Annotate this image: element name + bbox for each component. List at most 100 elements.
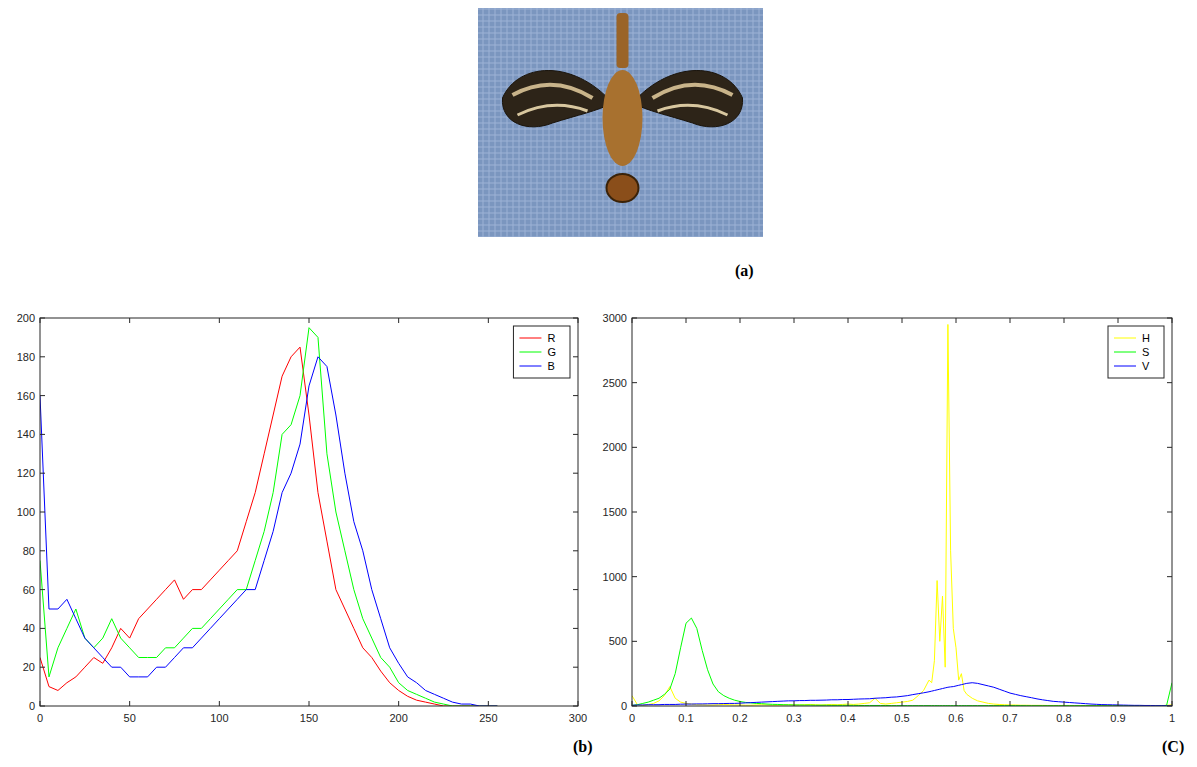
series-line — [632, 683, 1172, 706]
x-tick — [794, 318, 795, 323]
legend-box — [1108, 326, 1164, 378]
x-tick — [488, 318, 489, 323]
y-tick — [573, 550, 578, 551]
legend-swatch — [1114, 366, 1136, 367]
x-tick-label: 0.3 — [786, 712, 801, 724]
legend: HSV — [1108, 326, 1164, 378]
x-tick — [1010, 701, 1011, 706]
y-tick-label: 140 — [17, 428, 35, 440]
x-tick-label: 200 — [389, 712, 407, 724]
y-tick — [632, 706, 637, 707]
wing-band — [658, 105, 728, 115]
x-tick — [794, 701, 795, 706]
x-tick — [956, 701, 957, 706]
y-tick-label: 180 — [17, 351, 35, 363]
y-tick — [40, 589, 45, 590]
x-tick — [129, 318, 130, 323]
photo-background — [478, 8, 763, 237]
y-tick-label: 1000 — [603, 571, 627, 583]
wing — [633, 71, 743, 127]
x-tick-label: 0.7 — [1002, 712, 1017, 724]
y-tick — [1167, 576, 1172, 577]
x-tick — [848, 318, 849, 323]
y-tick — [573, 628, 578, 629]
panel-label: (C) — [1162, 738, 1184, 756]
legend-swatch — [1114, 338, 1136, 339]
x-tick — [129, 701, 130, 706]
series-line — [40, 328, 497, 706]
x-tick-label: 0.1 — [678, 712, 693, 724]
y-tick-label: 200 — [17, 312, 35, 324]
plot-data — [40, 328, 497, 706]
x-tick-label: 100 — [210, 712, 228, 724]
y-tick — [1167, 382, 1172, 383]
series-line — [632, 618, 1172, 706]
y-tick — [1167, 447, 1172, 448]
x-tick — [1064, 318, 1065, 323]
legend-label: B — [547, 360, 554, 372]
y-tick — [632, 318, 637, 319]
y-tick — [632, 512, 637, 513]
y-tick-label: 500 — [609, 635, 627, 647]
y-tick — [40, 706, 45, 707]
y-tick-label: 2000 — [603, 441, 627, 453]
chart: 0501001502002503000204060801001201401601… — [17, 312, 588, 724]
plot-data — [632, 324, 1172, 705]
x-tick-label: 0.8 — [1056, 712, 1071, 724]
x-tick — [848, 701, 849, 706]
y-tick — [632, 576, 637, 577]
y-tick-label: 160 — [17, 390, 35, 402]
wing-band — [653, 85, 733, 98]
y-tick — [40, 512, 45, 513]
wing — [502, 71, 612, 127]
legend-label: V — [1142, 360, 1150, 372]
legend: RGB — [513, 326, 570, 378]
x-tick-label: 0 — [629, 712, 635, 724]
legend-box — [513, 326, 570, 378]
y-tick-label: 60 — [23, 584, 35, 596]
x-tick — [578, 318, 579, 323]
y-tick — [1167, 641, 1172, 642]
x-tick — [40, 318, 41, 323]
y-tick — [40, 667, 45, 668]
y-tick — [573, 706, 578, 707]
x-tick — [740, 318, 741, 323]
y-tick — [573, 512, 578, 513]
x-tick — [686, 318, 687, 323]
head — [607, 174, 639, 202]
photo — [478, 8, 763, 237]
panel-label: (b) — [573, 738, 593, 756]
x-tick-label: 0.5 — [894, 712, 909, 724]
figure: (a)0501001502002503000204060801001201401… — [0, 0, 1197, 767]
x-tick-label: 300 — [569, 712, 587, 724]
x-tick — [398, 701, 399, 706]
y-tick-label: 1500 — [603, 506, 627, 518]
x-tick — [632, 318, 633, 323]
y-tick — [40, 550, 45, 551]
y-tick-label: 20 — [23, 661, 35, 673]
wing-band — [513, 85, 593, 98]
y-tick — [1167, 512, 1172, 513]
x-tick — [488, 701, 489, 706]
x-tick-label: 150 — [300, 712, 318, 724]
wing-band — [518, 105, 588, 115]
legend-label: H — [1142, 332, 1150, 344]
chart: 00.10.20.30.40.50.60.70.80.9105001000150… — [603, 312, 1176, 724]
y-tick-label: 0 — [621, 700, 627, 712]
y-tick — [1167, 318, 1172, 319]
plot-frame — [632, 318, 1172, 706]
y-tick — [40, 395, 45, 396]
x-tick — [1172, 701, 1173, 706]
y-tick — [573, 356, 578, 357]
series-line — [40, 347, 497, 706]
x-tick — [219, 318, 220, 323]
x-tick — [902, 318, 903, 323]
legend-label: G — [547, 346, 556, 358]
y-tick — [573, 667, 578, 668]
thorax — [603, 70, 643, 166]
plot-area — [40, 318, 578, 706]
y-tick — [40, 628, 45, 629]
x-tick — [1172, 318, 1173, 323]
y-tick — [573, 589, 578, 590]
x-tick-label: 50 — [124, 712, 136, 724]
